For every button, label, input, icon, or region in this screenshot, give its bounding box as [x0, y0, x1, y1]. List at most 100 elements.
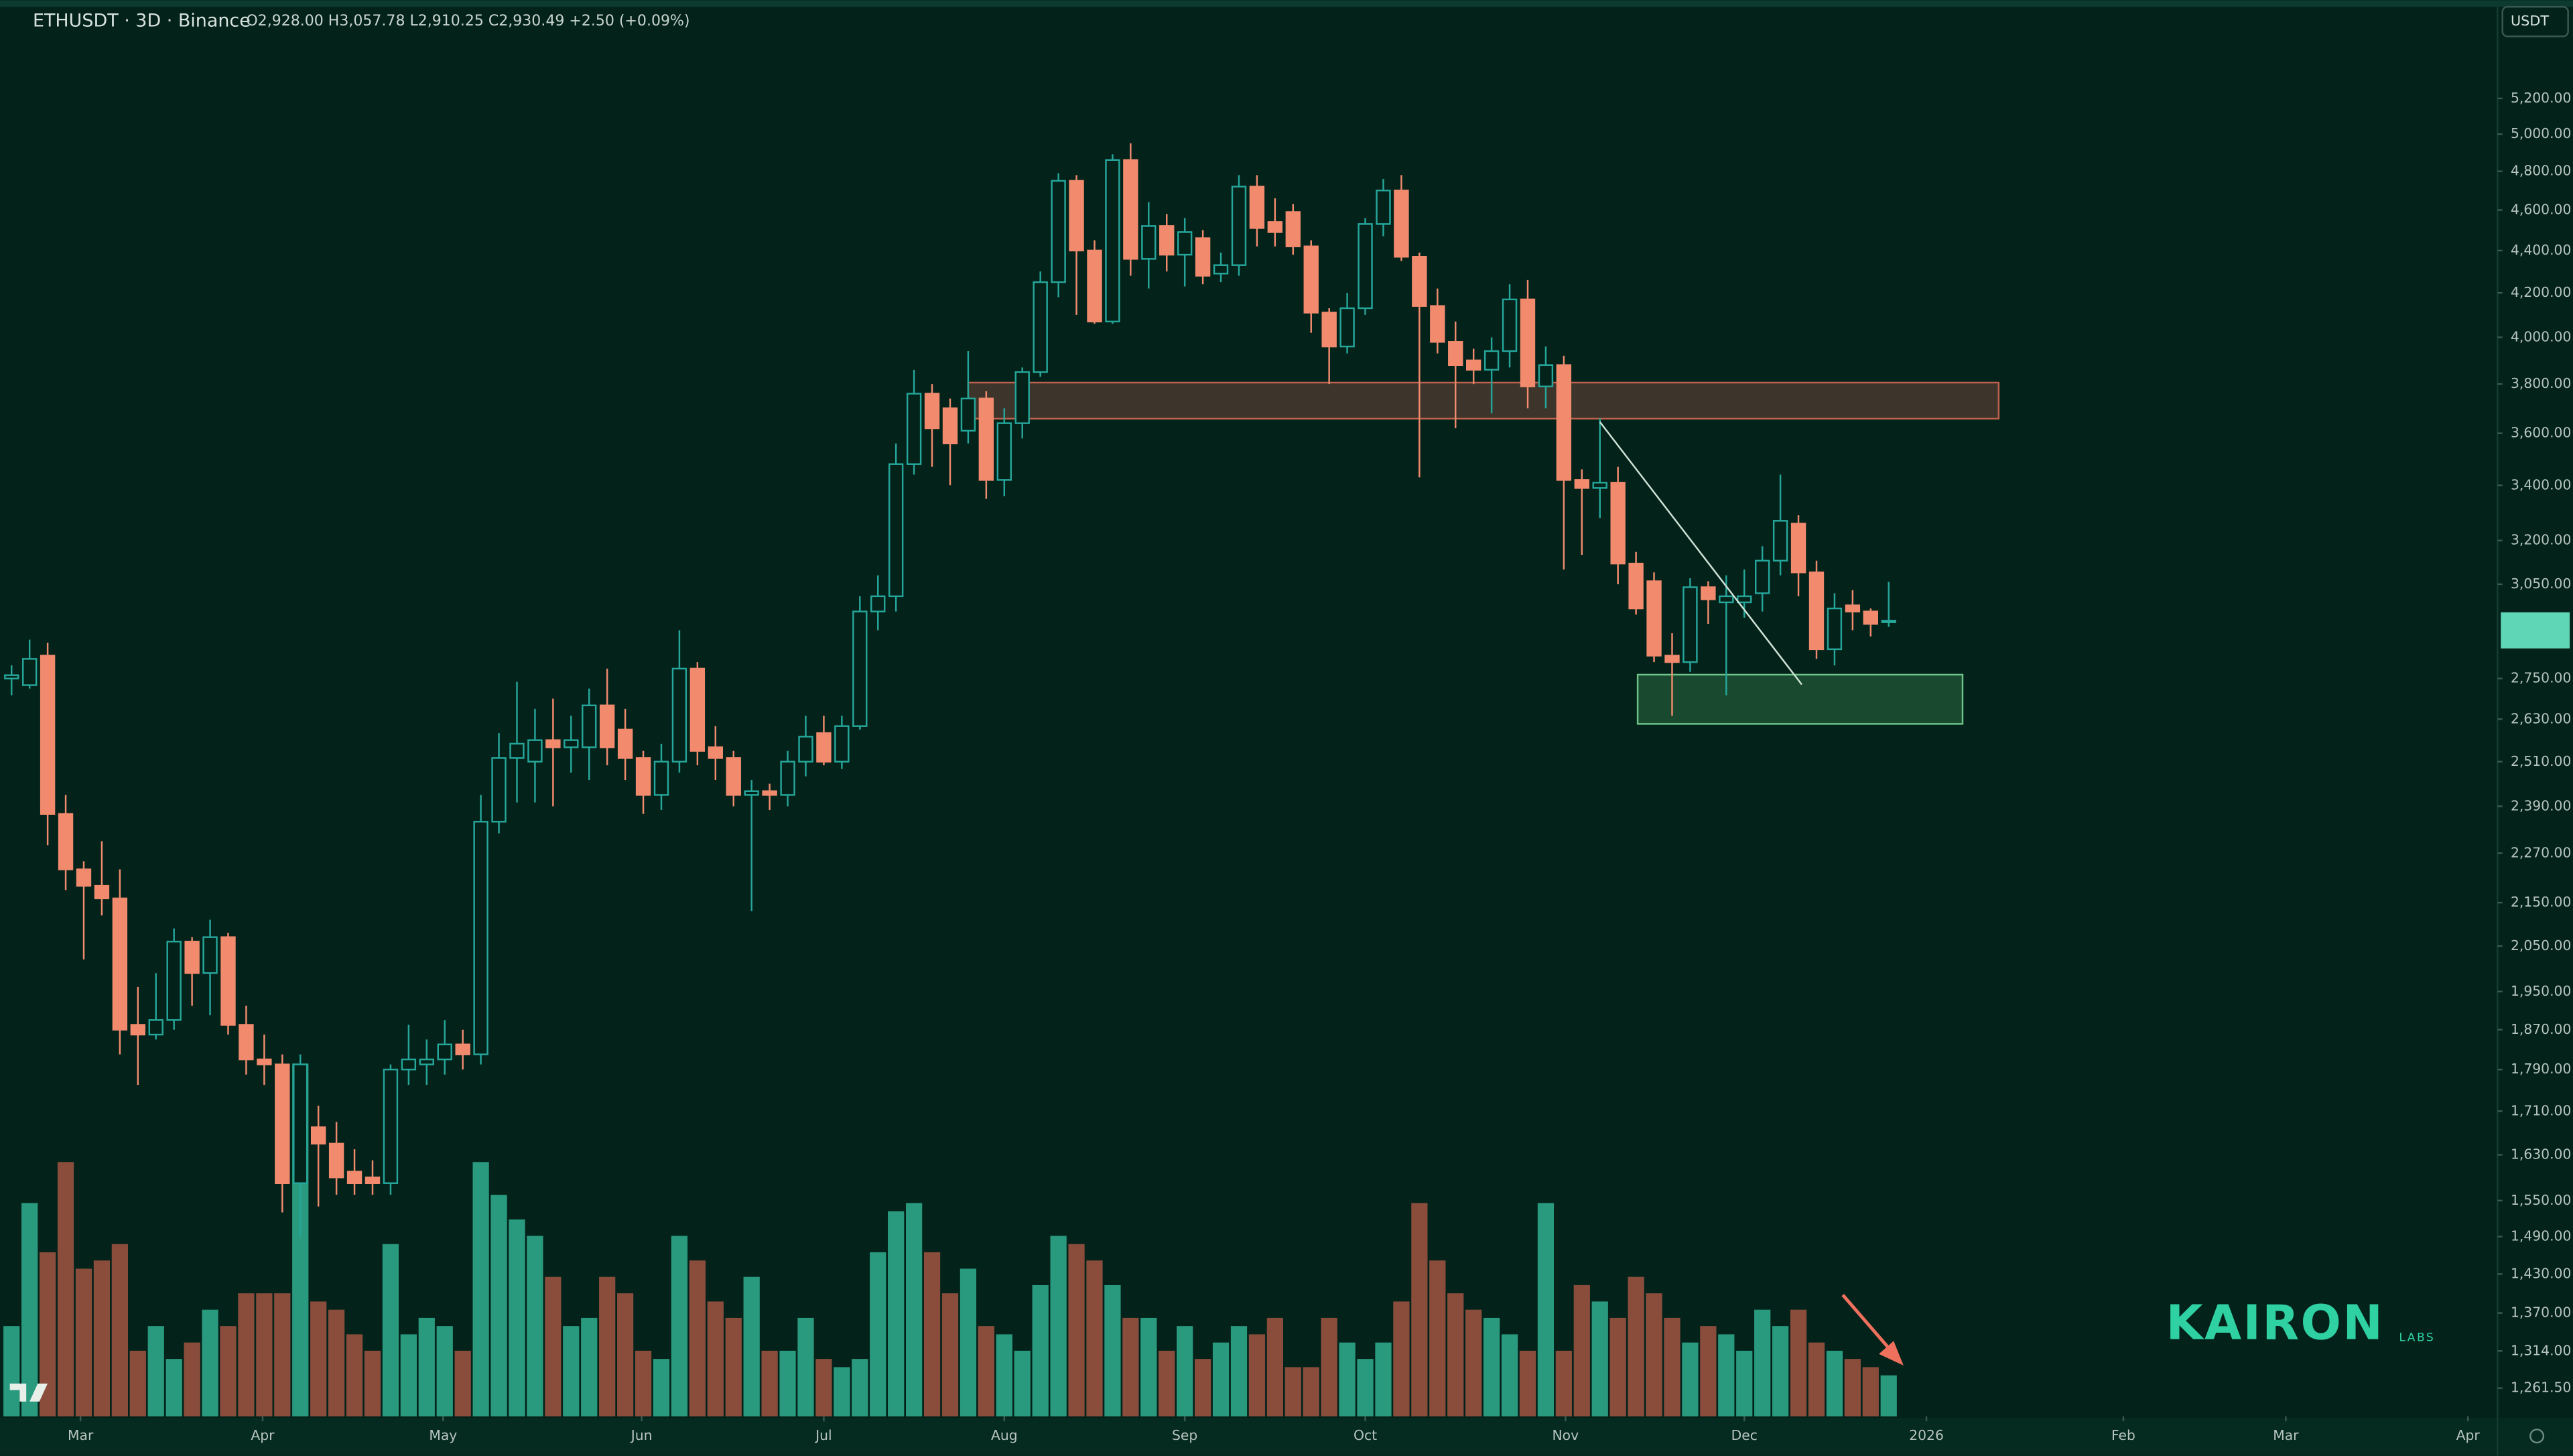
candle-body [870, 595, 886, 612]
candle-body [1754, 559, 1770, 594]
volume-bar [1790, 1309, 1807, 1416]
currency-button[interactable] [2501, 5, 2569, 38]
volume-bar [346, 1334, 363, 1416]
volume-bar [1159, 1350, 1175, 1416]
volume-bar [1140, 1317, 1157, 1416]
volume-bar [1519, 1350, 1536, 1416]
candle-body [744, 790, 759, 796]
candle-body [653, 760, 669, 796]
top-bar [0, 0, 2573, 7]
candle-body [1358, 223, 1373, 310]
volume-bar [1411, 1203, 1428, 1416]
brand-sub: LABS [2399, 1331, 2435, 1344]
candle-body [1502, 298, 1518, 352]
candle-body [689, 667, 706, 752]
volume-bar [1826, 1350, 1843, 1416]
y-tick-label: 3,600.00 [2511, 425, 2571, 441]
volume-bar [1772, 1326, 1789, 1416]
candle-body [1123, 159, 1138, 260]
candle-body [1483, 350, 1500, 371]
candle-body [1303, 245, 1319, 314]
volume-bar [653, 1359, 670, 1416]
volume-bar [93, 1260, 111, 1416]
candle-body [328, 1142, 344, 1179]
volume-bar [527, 1236, 543, 1416]
candles [4, 143, 1896, 1237]
candle-body [1339, 307, 1355, 348]
symbol-title: ETHUSDT · 3D · Binance [33, 11, 251, 31]
volume-bar [454, 1350, 471, 1416]
candle-body [112, 897, 128, 1031]
candle-body [671, 667, 687, 763]
candle-body [1412, 255, 1427, 307]
candle-body [996, 422, 1012, 481]
trend-line [1599, 421, 1802, 685]
y-tick-label: 3,200.00 [2511, 532, 2571, 548]
candle-body [1520, 298, 1536, 387]
y-tick-label: 3,800.00 [2511, 375, 2571, 391]
candle-body [346, 1171, 362, 1185]
candle-body [365, 1176, 381, 1185]
volume-bar [1357, 1359, 1374, 1416]
y-tick-label: 5,200.00 [2511, 90, 2571, 106]
candle-body [383, 1068, 399, 1185]
volume-pane [3, 1063, 1897, 1416]
y-tick-label: 1,550.00 [2511, 1192, 2571, 1208]
y-tick-label: 3,400.00 [2511, 476, 2571, 492]
x-tick-label: Apr [251, 1427, 275, 1443]
volume-bar [797, 1317, 814, 1416]
x-tick-label: Jul [814, 1427, 832, 1443]
candle-body [527, 739, 543, 763]
candle-body [419, 1058, 434, 1065]
volume-bar [436, 1326, 453, 1416]
candle-body [293, 1063, 308, 1185]
candle-body [1448, 341, 1463, 367]
volume-bar [707, 1301, 724, 1416]
volume-bar [1555, 1350, 1572, 1416]
candle-body [455, 1043, 470, 1055]
arrow-line [1841, 1294, 1897, 1357]
volume-bar [1321, 1317, 1337, 1416]
volume-bar [1393, 1301, 1410, 1416]
volume-bar [1284, 1367, 1301, 1416]
volume-bar [1628, 1276, 1644, 1416]
candle-body [94, 884, 110, 900]
volume-bar [563, 1326, 580, 1416]
volume-bar [779, 1350, 796, 1416]
candle-body [239, 1024, 254, 1061]
volume-bar [941, 1293, 959, 1416]
y-tick-label: 1,870.00 [2511, 1021, 2571, 1037]
volume-bar [834, 1367, 850, 1416]
x-tick-label: Aug [991, 1427, 1018, 1443]
candle-body [1574, 479, 1589, 489]
settings-icon[interactable] [2529, 1429, 2545, 1444]
candle-body [1538, 364, 1554, 387]
volume-bar [1375, 1342, 1392, 1416]
candle-body [1033, 281, 1048, 373]
volume-bar [671, 1236, 688, 1416]
volume-bar [147, 1326, 164, 1416]
volume-bar [220, 1326, 237, 1416]
volume-bar [1573, 1284, 1590, 1416]
y-tick-label: 4,200.00 [2511, 284, 2571, 300]
candle-body [1610, 482, 1626, 565]
currency-label[interactable]: USDT [2511, 13, 2549, 29]
volume-bar [1447, 1293, 1464, 1416]
candle-body [635, 757, 651, 796]
candle-body [1195, 237, 1211, 277]
y-tick-label: 1,314.00 [2511, 1342, 2571, 1358]
volume-bar [1736, 1350, 1753, 1416]
volume-bar [905, 1203, 923, 1416]
volume-bar [1501, 1334, 1518, 1416]
arrow-head [1879, 1341, 1904, 1366]
volume-bar [129, 1350, 146, 1416]
volume-bar [1718, 1334, 1735, 1416]
candle-body [834, 725, 850, 763]
candle-body [1808, 572, 1825, 651]
volume-bar [1050, 1236, 1067, 1416]
candle-body [1069, 180, 1084, 252]
volume-bar [1664, 1317, 1680, 1416]
y-tick-label: 1,630.00 [2511, 1146, 2571, 1162]
y-tick-label: 1,370.00 [2511, 1305, 2571, 1321]
candle-body [1321, 312, 1337, 348]
